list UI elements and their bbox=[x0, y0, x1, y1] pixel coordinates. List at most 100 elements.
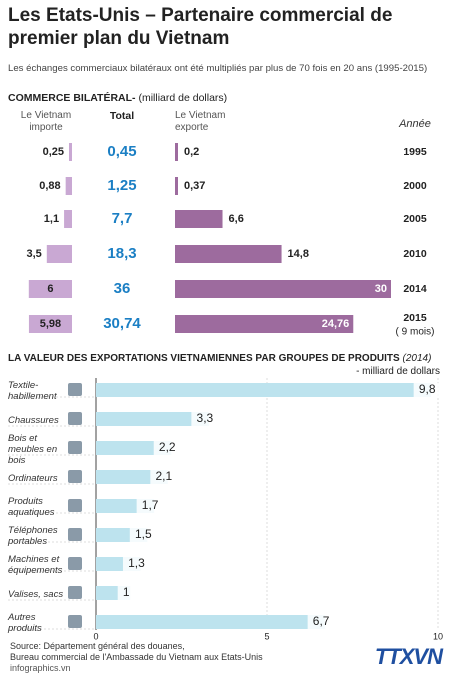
section-title: LA VALEUR DES EXPORTATIONS VIETNAMIENNES… bbox=[8, 353, 448, 364]
total-label: 1,25 bbox=[107, 177, 136, 194]
icon bbox=[68, 441, 82, 454]
value-label: 2,1 bbox=[155, 469, 172, 483]
icon bbox=[68, 615, 82, 628]
export-label: 6,6 bbox=[229, 213, 244, 225]
title: Les Etats-Unis – Partenaire commercial d… bbox=[8, 5, 393, 49]
subtitle: Les échanges commerciaux bilatéraux ont … bbox=[8, 63, 428, 74]
year-label: 2010 bbox=[403, 248, 427, 260]
x-tick-label: 0 bbox=[93, 631, 98, 641]
value-label: 1 bbox=[123, 585, 130, 599]
year-label: 2015 bbox=[403, 312, 427, 324]
export-bar bbox=[175, 177, 178, 195]
section-subtitle: (2014) bbox=[402, 353, 432, 364]
year-note: ( 9 mois) bbox=[396, 327, 435, 338]
value-label: 2,2 bbox=[159, 440, 176, 454]
import-label: 5,98 bbox=[40, 318, 61, 330]
icon bbox=[68, 499, 82, 512]
value-label: 6,7 bbox=[313, 614, 330, 628]
label-bg bbox=[136, 499, 164, 513]
value-label: 3,3 bbox=[197, 411, 214, 425]
export-bar bbox=[175, 143, 178, 161]
bar bbox=[96, 412, 209, 426]
icon bbox=[68, 557, 82, 570]
import-label: 0,88 bbox=[39, 180, 60, 192]
import-label: 6 bbox=[47, 283, 53, 295]
export-bar bbox=[175, 210, 223, 228]
category-label: Valises, sacs bbox=[8, 588, 64, 600]
export-label: 14,8 bbox=[288, 248, 309, 260]
import-bar bbox=[64, 210, 72, 228]
export-bar bbox=[175, 315, 354, 333]
label-bg bbox=[191, 412, 219, 426]
import-label: 3,5 bbox=[27, 248, 42, 260]
source: Source: Département général des douanes,… bbox=[10, 641, 263, 663]
category-label: Machines et équipements bbox=[8, 554, 63, 576]
bar bbox=[96, 383, 432, 397]
total-label: 18,3 bbox=[107, 245, 136, 262]
category-label: Bois et meubles en bois bbox=[8, 432, 58, 466]
icon bbox=[68, 383, 82, 396]
bar bbox=[96, 615, 326, 629]
column-header: Total bbox=[109, 110, 135, 122]
export-label: 30 bbox=[375, 283, 387, 295]
section-unit: (milliard de dollars) bbox=[138, 92, 228, 104]
label-bg bbox=[129, 528, 157, 542]
section-unit: - milliard de dollars bbox=[356, 366, 440, 377]
icon bbox=[68, 586, 82, 599]
total-label: 7,7 bbox=[112, 210, 133, 227]
category-label: Ordinateurs bbox=[8, 472, 58, 484]
site: infographics.vn bbox=[10, 663, 71, 673]
icon bbox=[68, 470, 82, 483]
category-label: Téléphones portables bbox=[8, 525, 58, 547]
category-label: Chaussures bbox=[8, 414, 59, 426]
value-label: 1,5 bbox=[135, 527, 152, 541]
icon bbox=[68, 412, 82, 425]
year-label: 2014 bbox=[403, 283, 427, 295]
category-label: Autres produits bbox=[8, 612, 42, 634]
year-label: 1995 bbox=[403, 146, 427, 158]
bar bbox=[96, 470, 168, 484]
total-label: 0,45 bbox=[107, 143, 136, 160]
section-title-text: LA VALEUR DES EXPORTATIONS VIETNAMIENNES… bbox=[8, 353, 400, 364]
source-line: Source: Département général des douanes, bbox=[10, 641, 185, 651]
import-bar bbox=[46, 245, 72, 263]
bar bbox=[96, 441, 172, 455]
source-line: Bureau commercial de l'Ambassade du Viet… bbox=[10, 652, 263, 662]
total-label: 30,74 bbox=[103, 315, 141, 332]
x-tick-label: 10 bbox=[433, 631, 443, 641]
import-bar bbox=[28, 280, 72, 298]
import-bar bbox=[28, 315, 72, 333]
import-label: 0,25 bbox=[43, 146, 64, 158]
import-label: 1,1 bbox=[44, 213, 59, 225]
export-label: 0,37 bbox=[184, 180, 205, 192]
label-bg bbox=[150, 470, 178, 484]
value-label: 9,8 bbox=[419, 382, 436, 396]
year-label: 2005 bbox=[403, 213, 427, 225]
category-label: Textile-habillement bbox=[8, 380, 57, 402]
year-label: 2000 bbox=[403, 180, 427, 192]
column-header: Le Vietnam exporte bbox=[175, 110, 226, 133]
value-label: 1,7 bbox=[142, 498, 159, 512]
value-label: 1,3 bbox=[128, 556, 145, 570]
x-tick-label: 5 bbox=[264, 631, 269, 641]
column-header: Année bbox=[399, 118, 431, 130]
total-label: 36 bbox=[114, 280, 131, 297]
import-bar bbox=[69, 143, 72, 161]
label-bg bbox=[153, 441, 181, 455]
export-label: 24,76 bbox=[322, 318, 350, 330]
label-bg bbox=[117, 586, 135, 600]
section-title: COMMERCE BILATÉRAL- (milliard de dollars… bbox=[8, 92, 227, 104]
export-label: 0,2 bbox=[184, 146, 199, 158]
label-bg bbox=[307, 615, 335, 629]
section-title-text: COMMERCE BILATÉRAL- bbox=[8, 92, 136, 104]
icon bbox=[68, 528, 82, 541]
category-label: Produits aquatiques bbox=[8, 496, 55, 518]
import-bar bbox=[65, 177, 72, 195]
label-bg bbox=[122, 557, 150, 571]
column-header: Le Vietnam importe bbox=[20, 110, 72, 133]
label-bg bbox=[413, 383, 441, 397]
export-bar bbox=[175, 280, 391, 298]
export-bar bbox=[175, 245, 282, 263]
